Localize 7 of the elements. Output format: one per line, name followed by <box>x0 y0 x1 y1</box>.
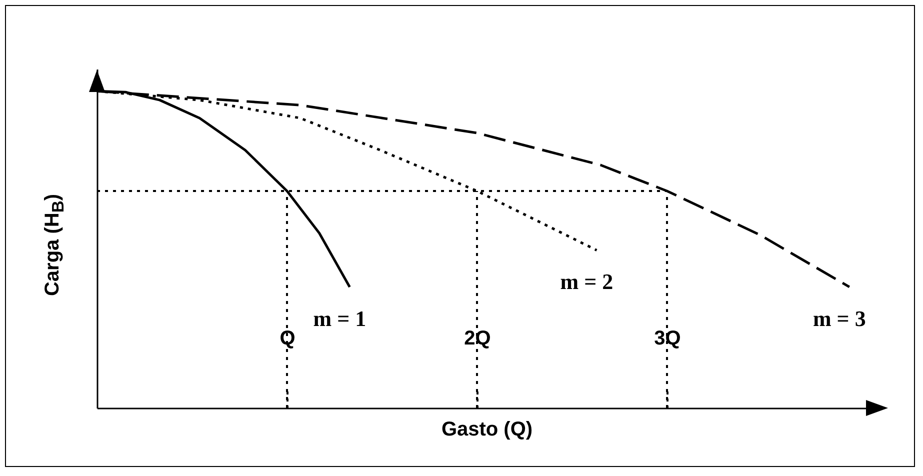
x-tick-label: 3Q <box>654 328 681 350</box>
series-label: m = 2 <box>560 269 614 294</box>
x-tick-label: Q <box>280 328 296 350</box>
x-axis-title: Gasto (Q) <box>441 418 533 440</box>
series-label: m = 1 <box>313 306 366 331</box>
x-tick-label: 2Q <box>464 328 491 350</box>
series-label: m = 3 <box>812 306 866 331</box>
